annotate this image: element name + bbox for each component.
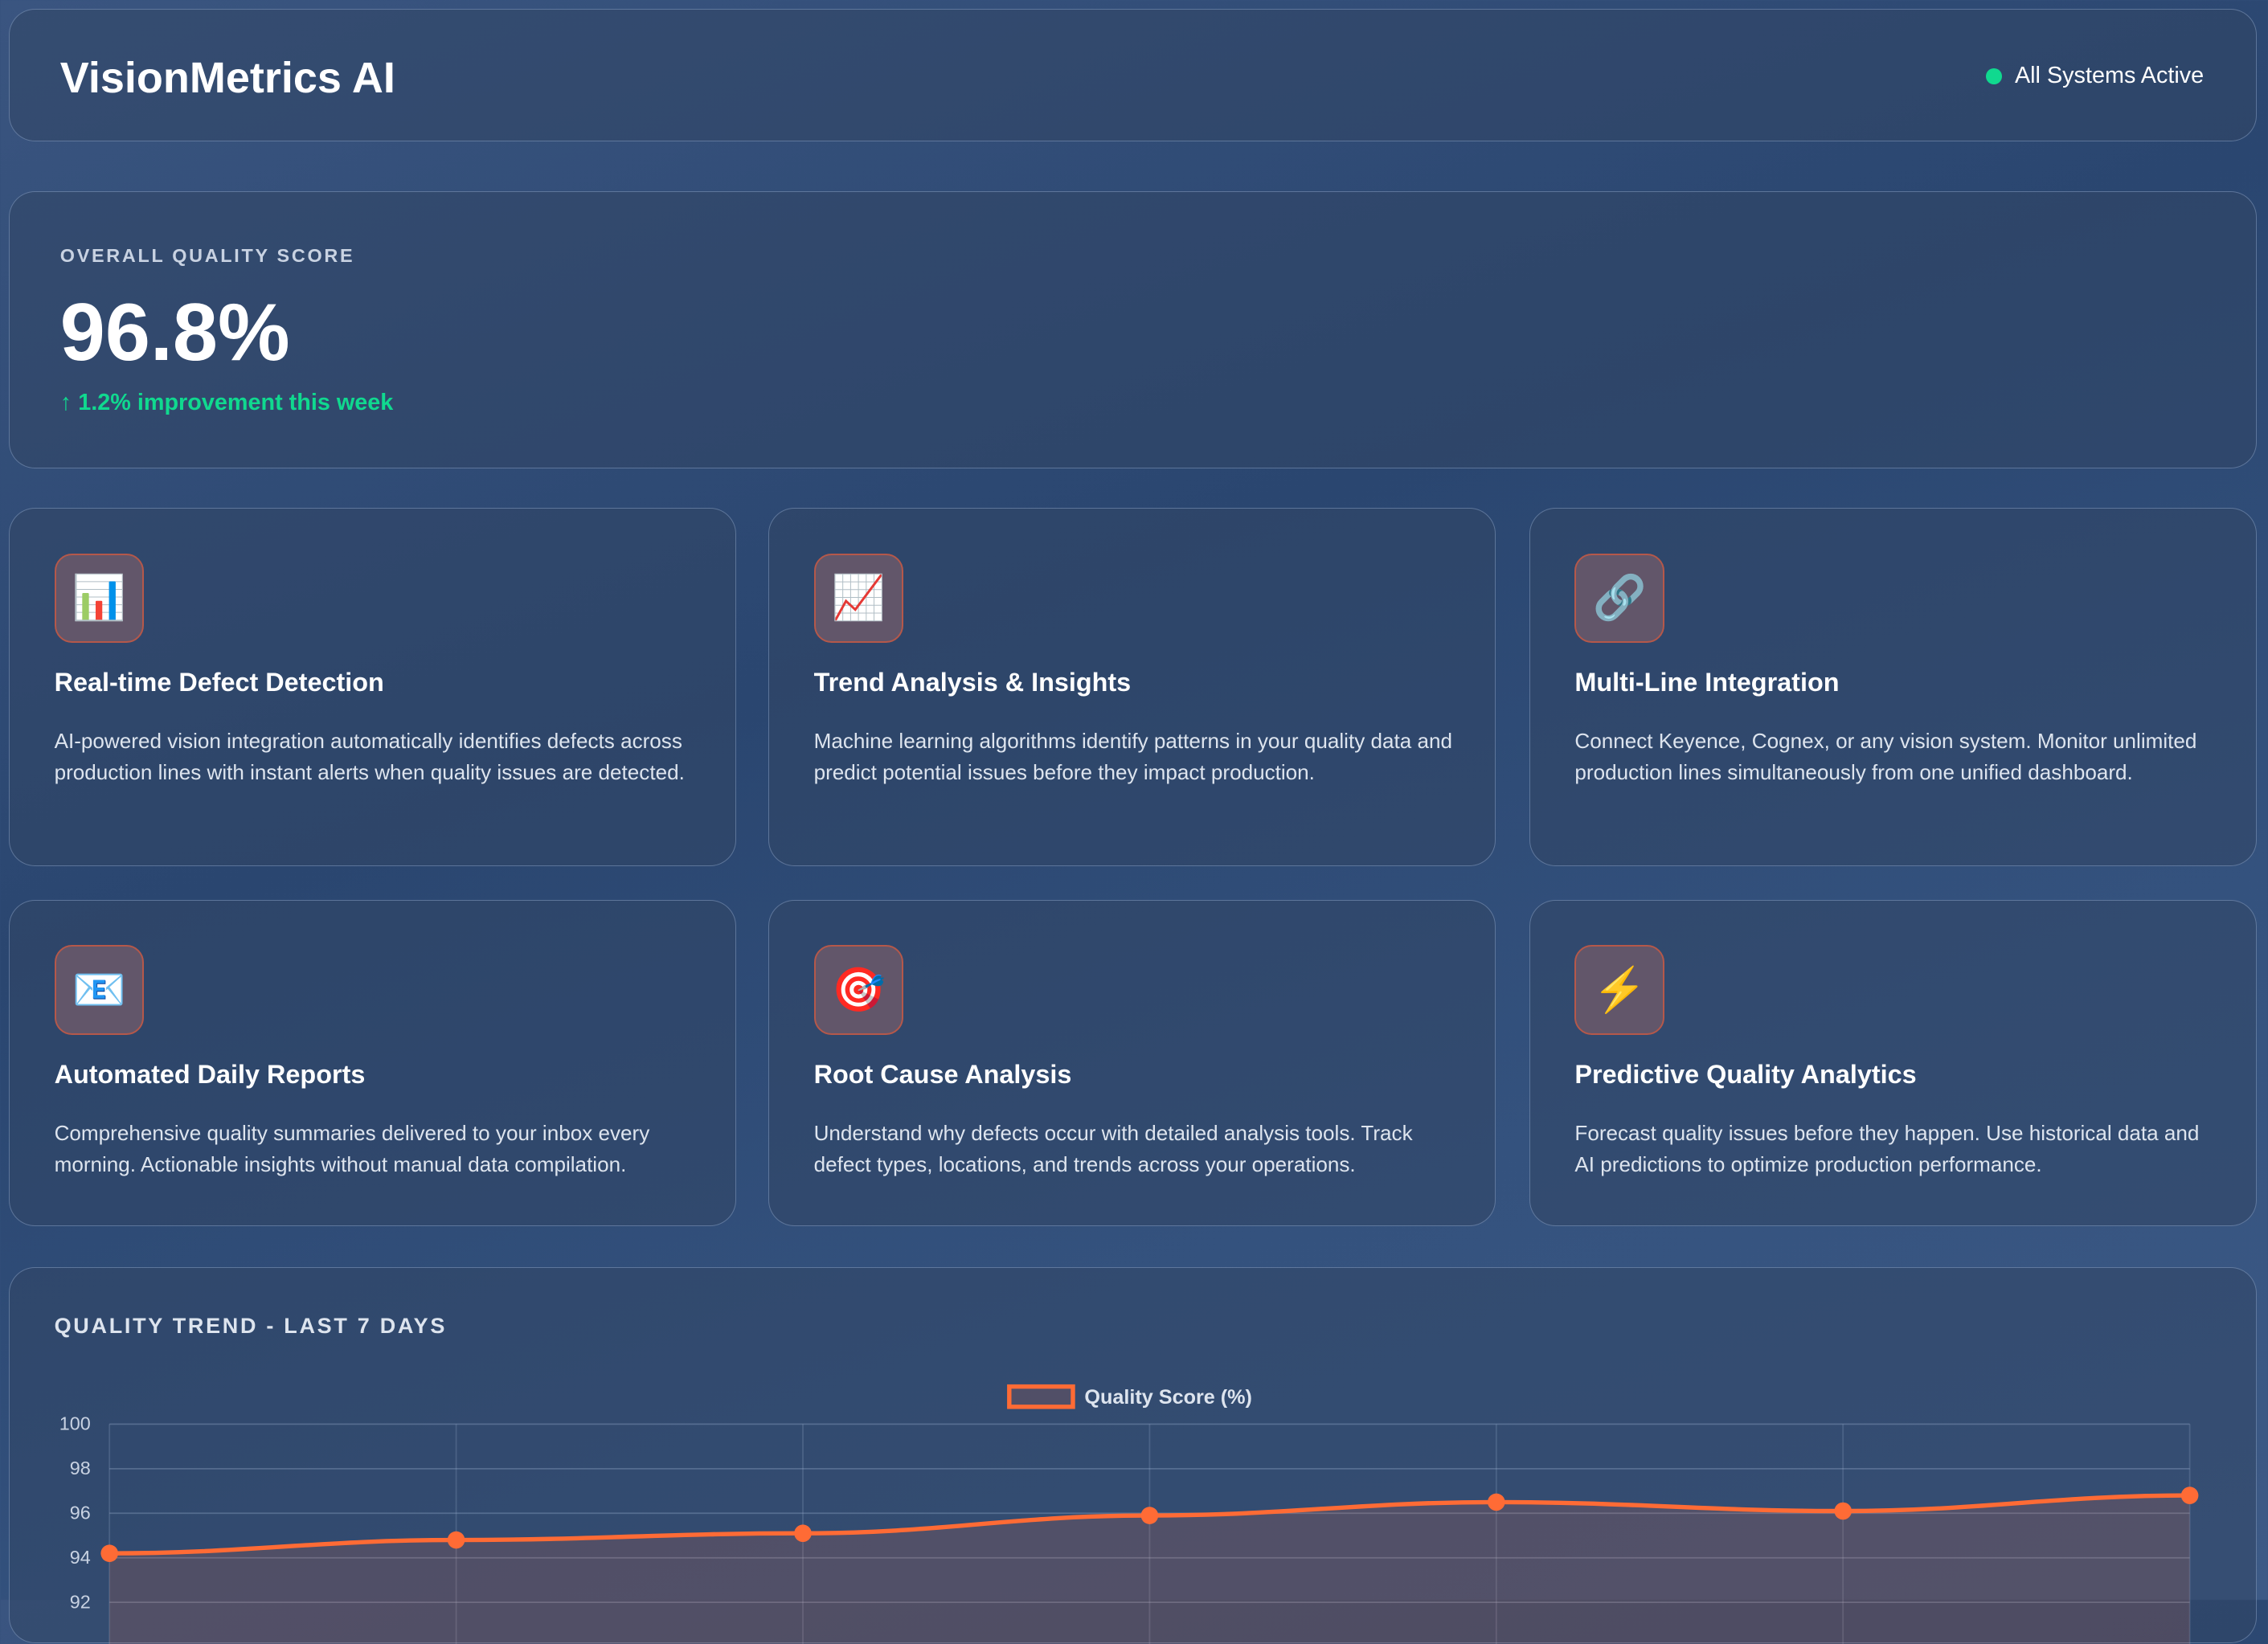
- score-improvement: ↑ 1.2% improvement this week: [59, 390, 394, 416]
- data-point[interactable]: [100, 1544, 118, 1562]
- feature-description: Comprehensive quality summaries delivere…: [54, 1120, 650, 1177]
- y-tick-label: 96: [70, 1502, 91, 1523]
- feature-title: Root Cause Analysis: [813, 1059, 1072, 1089]
- y-tick-label: 98: [70, 1458, 91, 1478]
- feature-title: Automated Daily Reports: [54, 1059, 366, 1089]
- data-point[interactable]: [1834, 1502, 1852, 1520]
- feature-title: Real-time Defect Detection: [54, 667, 384, 697]
- y-tick-label: 100: [59, 1413, 91, 1433]
- bar-chart-icon: 📊: [54, 553, 145, 644]
- feature-description: Machine learning algorithms identify pat…: [813, 728, 1452, 785]
- feature-card: ⚡ Predictive Quality Analytics Forecast …: [1529, 899, 2257, 1227]
- quality-trend-chart: 100 98 96 94 92 Quality Score (%): [59, 1384, 2199, 1644]
- feature-card: 🎯 Root Cause Analysis Understand why def…: [768, 899, 1496, 1227]
- score-label: OVERALL QUALITY SCORE: [59, 245, 355, 267]
- feature-card: 📈 Trend Analysis & Insights Machine lear…: [768, 507, 1496, 867]
- data-point[interactable]: [2180, 1487, 2199, 1504]
- app-title: VisionMetrics AI: [59, 53, 395, 102]
- lightning-icon: ⚡: [1574, 945, 1664, 1035]
- y-tick-label: 94: [70, 1547, 91, 1568]
- data-point[interactable]: [1140, 1507, 1158, 1524]
- feature-description: Understand why defects occur with detail…: [813, 1120, 1413, 1177]
- data-point[interactable]: [447, 1531, 465, 1549]
- trend-chart-icon: 📈: [813, 553, 904, 644]
- target-icon: 🎯: [813, 945, 904, 1035]
- feature-title: Predictive Quality Analytics: [1574, 1059, 1917, 1089]
- feature-title: Trend Analysis & Insights: [813, 667, 1132, 697]
- y-tick-label: 92: [70, 1591, 91, 1612]
- feature-card: 🔗 Multi-Line Integration Connect Keyence…: [1529, 507, 2257, 867]
- feature-card: 📧 Automated Daily Reports Comprehensive …: [8, 899, 737, 1227]
- feature-description: Connect Keyence, Cognex, or any vision s…: [1574, 728, 2197, 785]
- data-point[interactable]: [1487, 1493, 1505, 1511]
- feature-description: Forecast quality issues before they happ…: [1574, 1120, 2200, 1177]
- feature-title: Multi-Line Integration: [1574, 667, 1840, 697]
- feature-description: AI-powered vision integration automatica…: [54, 728, 685, 785]
- legend-label[interactable]: Quality Score (%): [1084, 1386, 1252, 1409]
- quality-score-card: OVERALL QUALITY SCORE 96.8% ↑ 1.2% impro…: [8, 190, 2257, 469]
- quality-trend-card: QUALITY TREND - LAST 7 DAYS 100 98 96 94 92 Q…: [8, 1266, 2257, 1644]
- legend-swatch[interactable]: [1006, 1384, 1075, 1409]
- chart-title: QUALITY TREND - LAST 7 DAYS: [54, 1314, 448, 1339]
- header: VisionMetrics AI All Systems Active: [8, 8, 2257, 142]
- status-text: All Systems Active: [2014, 63, 2205, 89]
- data-point[interactable]: [793, 1524, 812, 1542]
- link-icon: 🔗: [1574, 553, 1664, 644]
- feature-card: 📊 Real-time Defect Detection AI-powered …: [8, 507, 737, 867]
- system-status: All Systems Active: [1985, 63, 2205, 89]
- email-icon: 📧: [54, 945, 145, 1035]
- status-dot-icon: [1985, 67, 2002, 84]
- score-value: 96.8%: [59, 288, 290, 378]
